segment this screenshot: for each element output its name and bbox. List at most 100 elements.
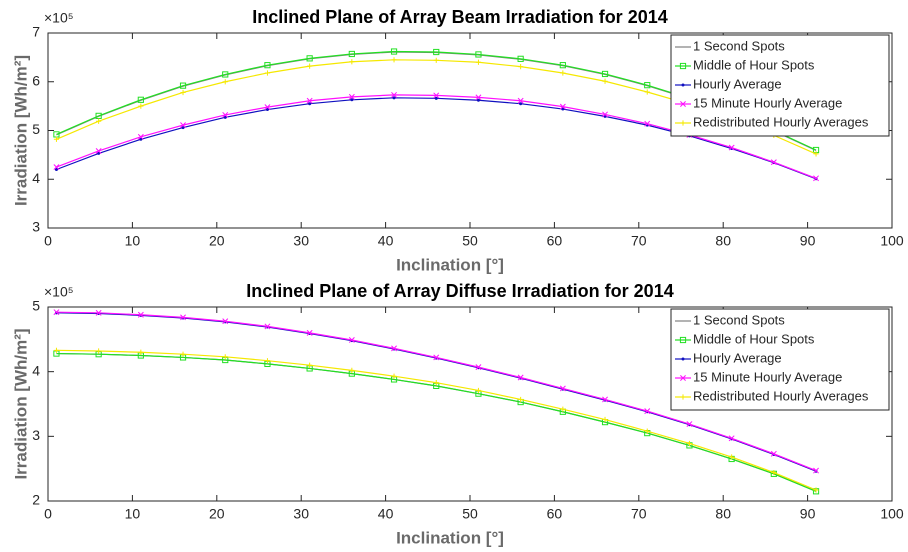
marker: [265, 108, 269, 112]
x-tick-label: 90: [800, 233, 816, 249]
legend-label: Middle of Hour Spots: [693, 331, 815, 346]
marker: [95, 112, 102, 119]
y-tick-label: 5: [32, 298, 40, 314]
marker: [681, 83, 685, 87]
marker: [475, 59, 482, 65]
marker: [348, 50, 355, 58]
legend-label: Hourly Average: [693, 76, 782, 91]
marker: [138, 103, 144, 109]
marker: [813, 487, 819, 493]
marker: [475, 94, 482, 101]
marker: [518, 64, 524, 70]
marker: [180, 314, 186, 321]
marker: [95, 309, 102, 316]
x-tick-label: 10: [125, 233, 141, 249]
marker: [349, 367, 355, 373]
marker: [680, 394, 686, 400]
marker: [644, 428, 650, 434]
marker: [391, 57, 397, 63]
marker: [644, 120, 651, 127]
legend-label: 1 Second Spots: [693, 312, 785, 327]
y-tick-label: 4: [32, 170, 40, 186]
marker: [350, 98, 354, 102]
y-tick-label: 3: [32, 219, 40, 235]
y-multiplier: ×10⁵: [44, 10, 74, 26]
y-tick-label: 4: [32, 362, 40, 378]
x-tick-label: 50: [462, 506, 478, 522]
marker: [391, 91, 397, 98]
marker: [137, 311, 144, 318]
marker: [348, 93, 355, 100]
marker: [559, 62, 566, 69]
marker: [434, 96, 438, 100]
marker: [433, 48, 440, 56]
marker: [686, 440, 693, 447]
marker: [681, 357, 685, 361]
marker: [644, 82, 651, 89]
marker: [349, 59, 355, 65]
marker: [602, 78, 608, 84]
marker: [770, 159, 777, 166]
chart-title: Inclined Plane of Array Beam Irradiation…: [252, 7, 667, 27]
legend-label: 1 Second Spots: [693, 38, 785, 53]
y-multiplier: ×10⁵: [44, 284, 74, 300]
y-tick-label: 6: [32, 72, 40, 88]
marker: [517, 374, 524, 381]
marker: [728, 435, 735, 442]
legend-label: 15 Minute Hourly Average: [693, 95, 842, 110]
x-tick-label: 30: [293, 233, 309, 249]
x-tick-label: 0: [44, 506, 52, 522]
marker: [137, 133, 144, 140]
x-axis-label: Inclination [°]: [396, 528, 504, 547]
marker: [264, 62, 271, 69]
marker: [97, 151, 101, 155]
x-tick-label: 0: [44, 233, 52, 249]
marker: [264, 104, 271, 111]
marker: [433, 354, 440, 361]
marker: [264, 358, 271, 364]
x-tick-label: 70: [631, 233, 647, 249]
y-tick-label: 2: [32, 492, 40, 508]
legend-label: 15 Minute Hourly Average: [693, 369, 842, 384]
marker: [729, 454, 735, 460]
y-tick-label: 5: [32, 121, 40, 137]
marker: [644, 89, 650, 95]
marker: [53, 136, 60, 142]
marker: [475, 364, 482, 371]
marker: [180, 122, 186, 129]
marker: [433, 380, 439, 386]
marker: [96, 348, 102, 354]
marker: [559, 385, 566, 392]
marker: [476, 98, 480, 102]
marker: [517, 55, 524, 62]
marker: [306, 329, 313, 336]
x-tick-label: 100: [880, 506, 904, 522]
y-axis-label: Irradiation [Wh/m²]: [11, 55, 30, 206]
marker: [223, 115, 227, 119]
marker: [475, 51, 482, 58]
marker: [561, 107, 565, 111]
marker: [391, 373, 397, 379]
marker: [433, 92, 440, 99]
marker: [307, 63, 313, 69]
marker: [222, 354, 228, 360]
marker: [728, 144, 735, 151]
marker: [813, 175, 819, 182]
x-tick-label: 60: [547, 233, 563, 249]
legend-box: [670, 34, 890, 137]
marker: [307, 362, 313, 368]
marker: [53, 309, 60, 316]
marker: [433, 57, 439, 63]
marker: [559, 103, 566, 110]
x-tick-label: 100: [880, 233, 904, 249]
marker: [601, 70, 609, 78]
x-tick-label: 50: [462, 233, 478, 249]
marker: [222, 111, 229, 118]
marker: [180, 351, 186, 357]
marker: [137, 96, 144, 103]
marker: [813, 151, 819, 157]
x-tick-label: 80: [715, 233, 731, 249]
x-tick-label: 20: [209, 233, 225, 249]
x-tick-label: 20: [209, 506, 225, 522]
